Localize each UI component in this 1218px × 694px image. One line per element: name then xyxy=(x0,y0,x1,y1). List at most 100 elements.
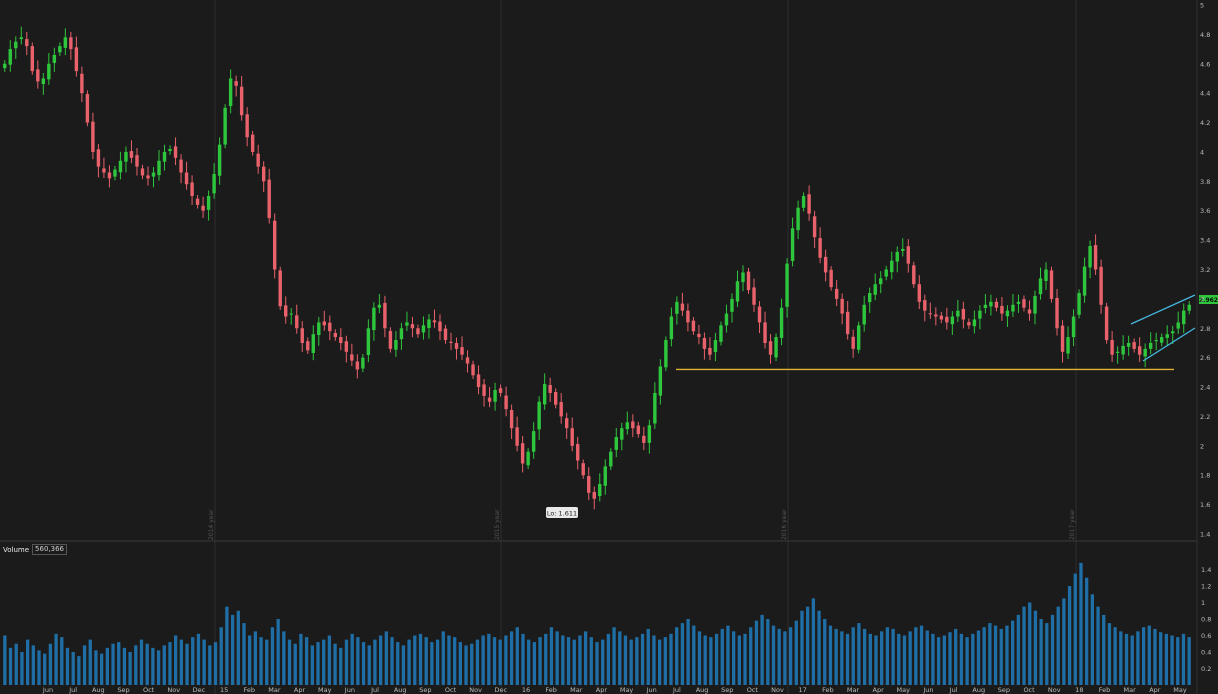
candle-body xyxy=(1154,340,1158,342)
candle-body xyxy=(223,107,227,145)
volume-bar xyxy=(1136,631,1140,685)
candle-body xyxy=(801,196,806,208)
volume-bar xyxy=(959,633,964,685)
volume-bar xyxy=(720,628,724,685)
candle-body xyxy=(1044,269,1048,281)
volume-bar xyxy=(806,606,810,685)
volume-tick-label: 0.2 xyxy=(1201,665,1211,673)
volume-bar xyxy=(174,635,178,685)
candle-body xyxy=(476,374,481,388)
volume-bar xyxy=(65,647,70,685)
time-tick-label: Aug xyxy=(394,686,407,694)
candle-body xyxy=(25,39,29,47)
time-tick-label: Oct xyxy=(1023,686,1035,694)
candle-body xyxy=(570,428,574,446)
candle-body xyxy=(669,316,674,340)
candle-body xyxy=(135,155,139,167)
candle-body xyxy=(851,336,855,349)
time-tick-label: Aug xyxy=(696,686,709,694)
time-tick-label: Dec xyxy=(495,686,508,694)
volume-bar xyxy=(413,635,417,685)
volume-bar xyxy=(697,631,702,685)
volume-bar xyxy=(1107,623,1112,685)
candle-body xyxy=(1000,305,1004,314)
price-tick-label: 3 xyxy=(1200,295,1204,303)
price-tick-label: 2 xyxy=(1200,442,1204,450)
volume-bar xyxy=(851,627,855,685)
candle-body xyxy=(1011,304,1015,312)
volume-bar xyxy=(669,633,673,685)
candle-body xyxy=(239,86,244,116)
volume-bar xyxy=(845,633,850,685)
candle-body xyxy=(157,160,161,176)
volume-bar xyxy=(828,625,833,685)
candle-body xyxy=(1099,266,1103,305)
candle-body xyxy=(129,151,134,158)
candle-body xyxy=(361,357,365,369)
volume-bar xyxy=(788,627,793,685)
volume-bar xyxy=(213,642,218,685)
candle-body xyxy=(113,169,117,177)
volume-bar xyxy=(754,620,759,685)
volume-bar xyxy=(566,637,571,685)
price-tick-label: 1.8 xyxy=(1200,472,1210,480)
price-tick-label: 4 xyxy=(1200,148,1204,156)
volume-bar xyxy=(1085,577,1089,685)
candle-body xyxy=(190,182,194,197)
candle-body xyxy=(840,298,844,314)
volume-bar xyxy=(1119,631,1123,685)
time-tick-label: Jul xyxy=(949,686,958,694)
volume-bar xyxy=(236,610,240,685)
candle-body xyxy=(201,205,205,211)
price-tick-label: 3.4 xyxy=(1200,237,1210,245)
candle-body xyxy=(1137,346,1142,355)
volume-bar xyxy=(481,635,485,685)
volume-bar xyxy=(122,647,127,685)
volume-bar xyxy=(731,631,736,685)
volume-bar xyxy=(128,652,132,685)
volume-bar xyxy=(441,631,445,685)
candle-body xyxy=(460,347,464,355)
volume-axis: 0.2 0.4 0.6 0.8 1 1.2 1.4 xyxy=(1201,566,1211,673)
candle-body xyxy=(691,320,696,332)
candle-body xyxy=(1121,345,1125,355)
candle-body xyxy=(322,321,326,326)
volume-bar xyxy=(1170,635,1174,685)
candle-body xyxy=(509,409,514,429)
candle-body xyxy=(96,149,101,167)
price-tick-label: 2.8 xyxy=(1200,325,1210,333)
volume-bar xyxy=(492,637,497,685)
candle-body xyxy=(58,46,62,53)
candle-body xyxy=(295,315,299,329)
low-label: Lo: 1.611 xyxy=(547,510,577,518)
candle-body xyxy=(245,114,249,138)
candle-body xyxy=(620,428,624,440)
volume-bar xyxy=(447,635,451,685)
candlestick-series xyxy=(3,26,1191,510)
candle-body xyxy=(741,272,745,283)
volume-bar xyxy=(242,623,246,685)
candle-body xyxy=(1176,322,1180,329)
price-tick-label: 4.8 xyxy=(1200,31,1210,39)
volume-bar xyxy=(640,633,645,685)
price-tick-label: 3.6 xyxy=(1200,207,1210,215)
candle-body xyxy=(1182,310,1186,325)
volume-bar xyxy=(771,625,776,685)
volume-bar xyxy=(880,631,884,685)
volume-bar xyxy=(31,645,35,685)
volume-bar xyxy=(931,633,935,685)
volume-bar xyxy=(248,635,252,685)
volume-bar xyxy=(322,639,326,685)
candle-body xyxy=(862,304,866,325)
volume-bar xyxy=(151,647,155,685)
candle-body xyxy=(410,324,415,329)
candle-body xyxy=(333,332,338,338)
volume-bar xyxy=(179,639,184,685)
time-tick-label: Oct xyxy=(445,686,457,694)
volume-bar xyxy=(862,628,867,685)
price-tick-label: 3.8 xyxy=(1200,178,1210,186)
candle-body xyxy=(845,311,850,335)
volume-tick-label: 0.8 xyxy=(1201,616,1211,624)
volume-bar xyxy=(20,652,24,685)
